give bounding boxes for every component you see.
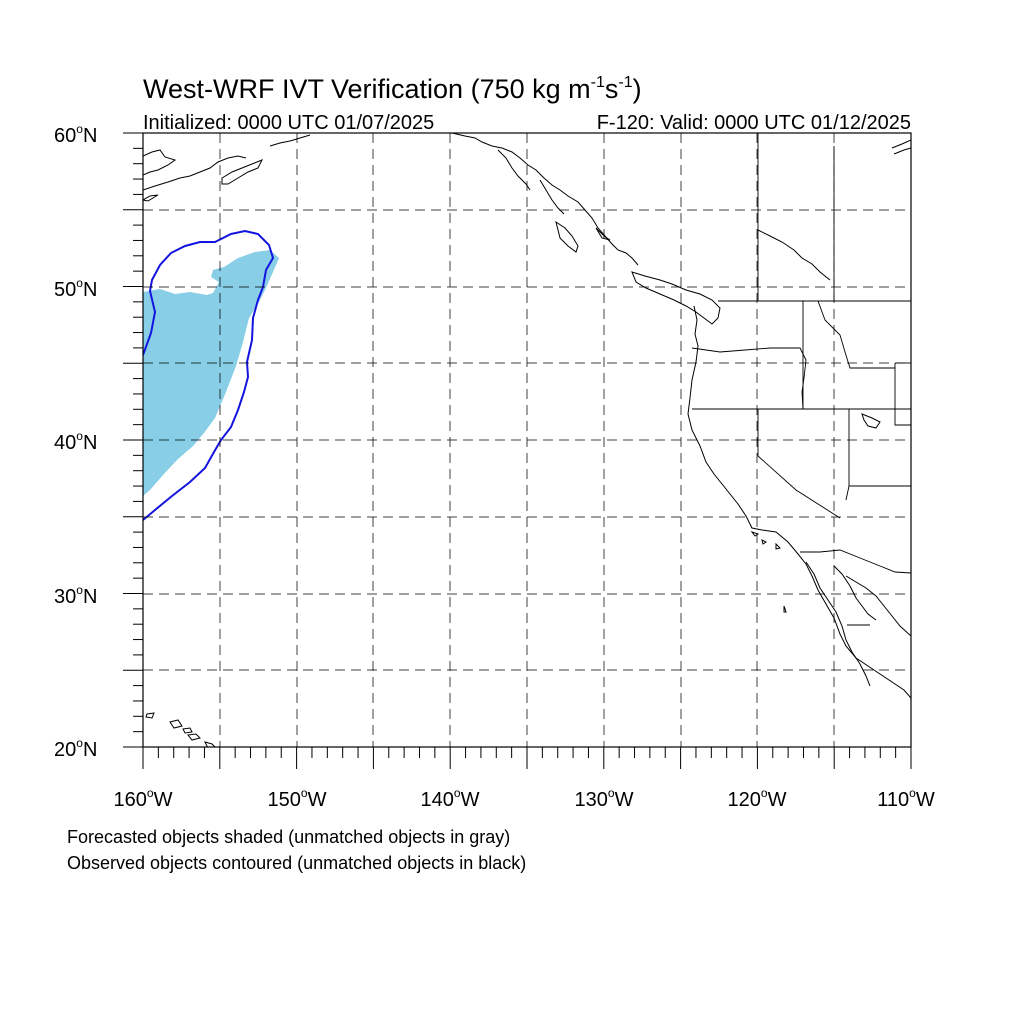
lat-label-20n: 20oN	[54, 736, 97, 761]
footnote-observed: Observed objects contoured (unmatched ob…	[67, 853, 526, 873]
longitude-labels: 160oW 150oW 140oW 130oW 120oW 110oW	[114, 786, 935, 811]
lon-label-120w: 120oW	[728, 786, 787, 811]
lat-lon-gridlines	[143, 133, 911, 747]
figure-title: West-WRF IVT Verification (750 kg m-1s-1…	[143, 74, 642, 104]
lon-label-110w: 110oW	[877, 786, 935, 811]
init-time-label: Initialized: 0000 UTC 01/07/2025	[143, 112, 434, 134]
latitude-labels: 60oN 50oN 40oN 30oN 20oN	[54, 122, 97, 761]
axis-ticks	[123, 132, 912, 769]
lat-label-40n: 40oN	[54, 429, 97, 454]
map-area	[143, 133, 911, 747]
lon-label-130w: 130oW	[575, 786, 634, 811]
lat-label-30n: 30oN	[54, 583, 97, 608]
lat-label-60n: 60oN	[54, 122, 97, 147]
observed-object-contour	[143, 229, 275, 521]
lat-label-50n: 50oN	[54, 276, 97, 301]
forecast-object	[143, 250, 279, 496]
political-borders	[691, 133, 911, 626]
lon-label-150w: 150oW	[268, 786, 327, 811]
lon-label-140w: 140oW	[421, 786, 480, 811]
valid-time-label: F-120: Valid: 0000 UTC 01/12/2025	[597, 112, 911, 134]
footnote-forecast: Forecasted objects shaded (unmatched obj…	[67, 827, 510, 847]
lon-label-160w: 160oW	[114, 786, 173, 811]
